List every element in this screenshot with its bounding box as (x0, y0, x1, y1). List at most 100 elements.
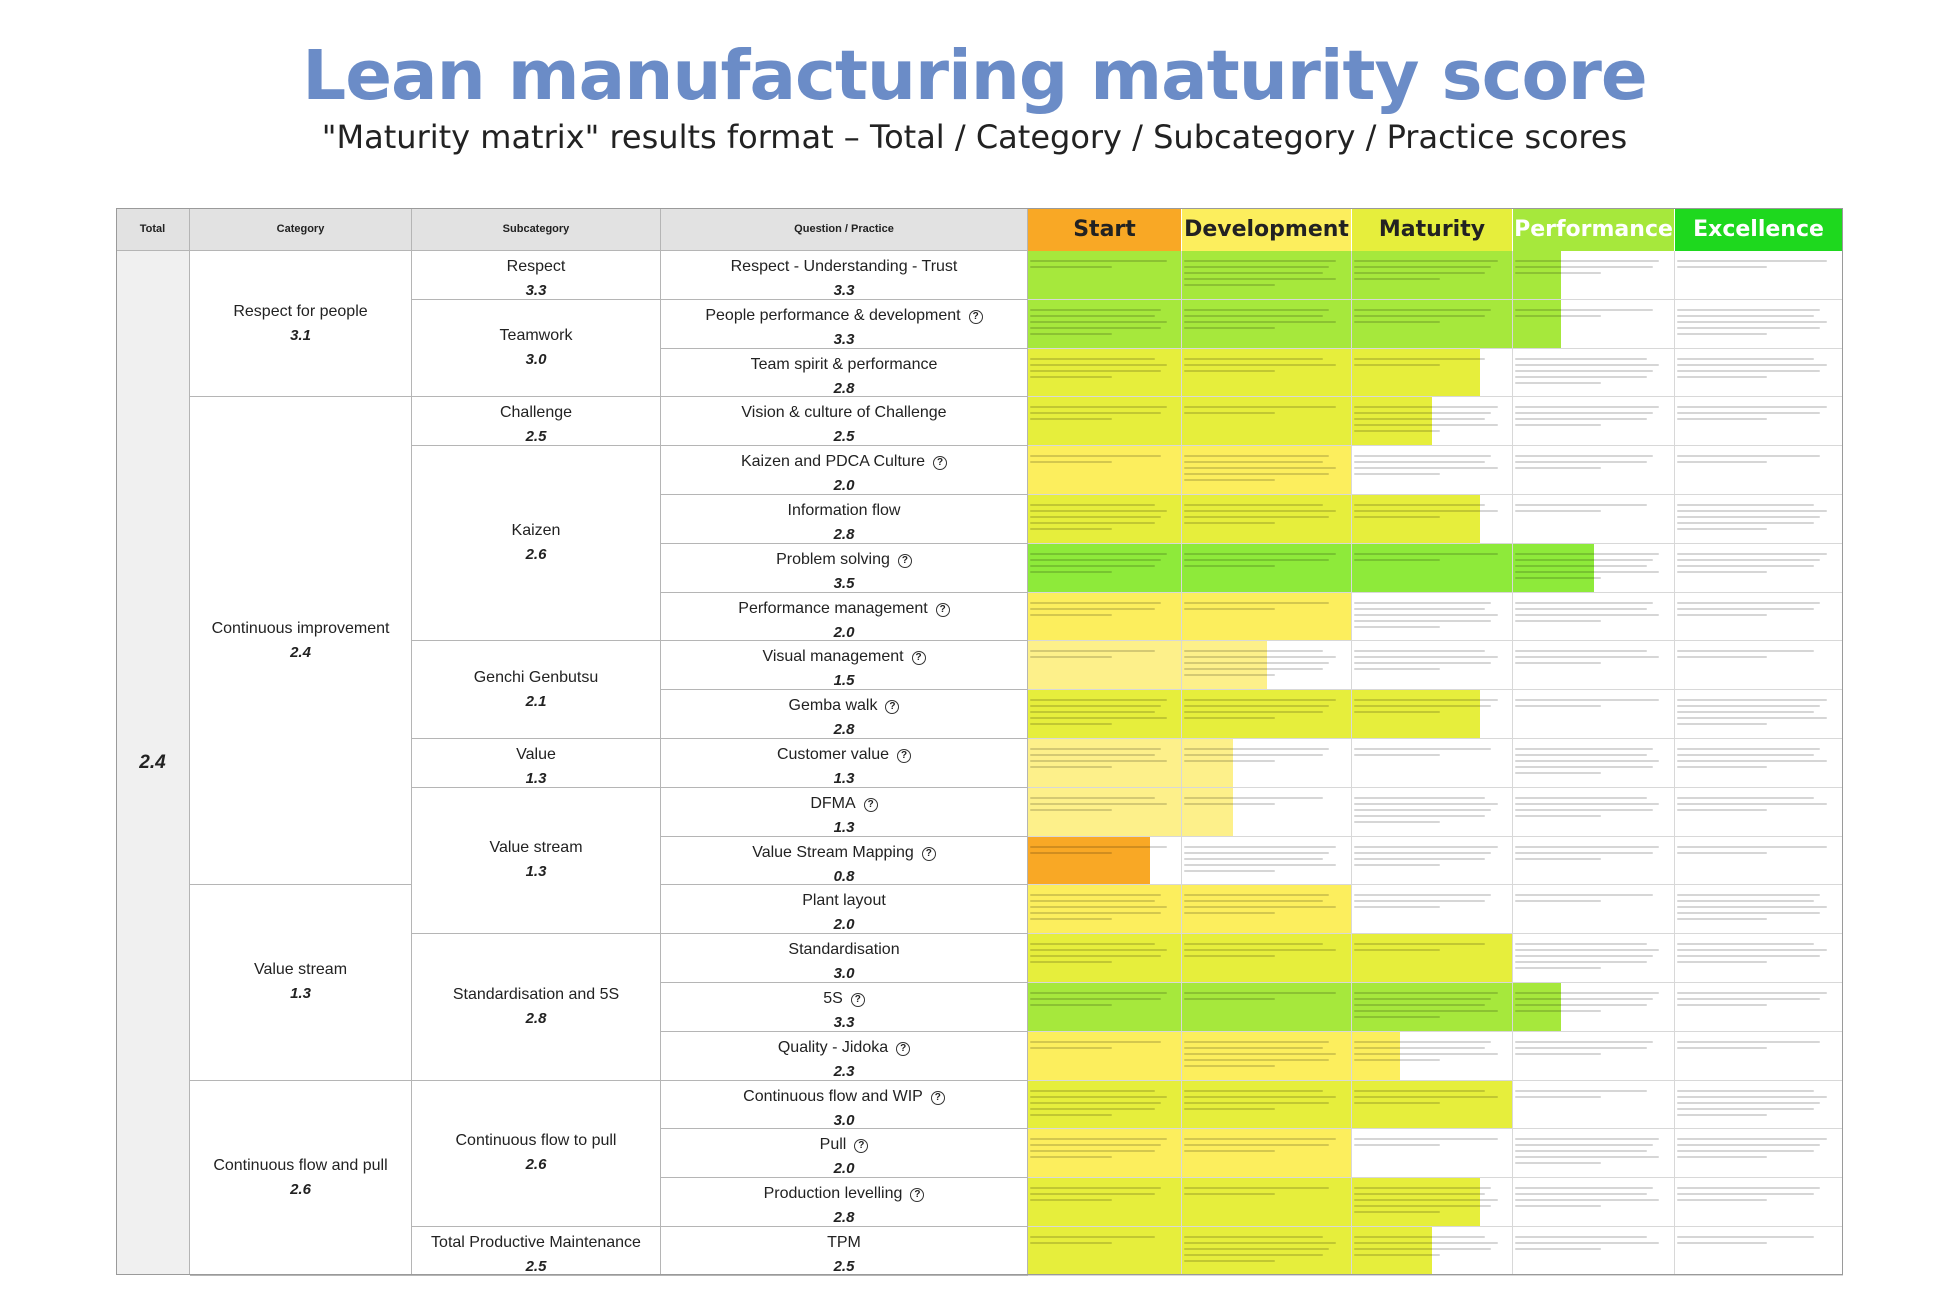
blurred-descriptor-text (1184, 349, 1349, 397)
blurred-descriptor-text (1515, 641, 1672, 689)
level-descriptor-cell (1675, 934, 1843, 983)
score-fill (1352, 1227, 1432, 1275)
help-icon[interactable]: ? (968, 309, 983, 324)
score-fill (1182, 397, 1351, 446)
blurred-descriptor-text (1030, 349, 1179, 397)
practice-cell: People performance & development? 3.3 (661, 299, 1028, 349)
subcategory-cell: Total Productive Maintenance 2.5 (412, 1227, 661, 1276)
practice-score: 2.3 (833, 1062, 855, 1080)
level-descriptor-cell (1182, 1031, 1352, 1081)
help-icon[interactable]: ? (933, 456, 948, 471)
level-descriptor-cell (1352, 1031, 1513, 1081)
score-fill (1028, 836, 1151, 885)
blurred-descriptor-text (1184, 1227, 1349, 1275)
score-fill (1182, 446, 1351, 494)
blurred-descriptor-text (1677, 251, 1840, 299)
category-name: Continuous improvement (211, 619, 390, 637)
blurred-descriptor-text (1030, 544, 1179, 592)
level-descriptor-cell (1513, 934, 1675, 983)
category-cell: Respect for people 3.1 (190, 251, 412, 398)
practice-score: 0.8 (833, 867, 855, 885)
level-descriptor-cell (1513, 348, 1675, 398)
blurred-descriptor-text (1030, 1129, 1179, 1177)
header-practice: Question / Practice (661, 208, 1028, 251)
help-icon[interactable]: ? (896, 1041, 911, 1056)
practice-score: 3.0 (833, 965, 855, 983)
score-fill (1028, 934, 1181, 982)
help-icon[interactable]: ? (854, 1139, 869, 1154)
blurred-descriptor-text (1184, 788, 1349, 836)
help-icon[interactable]: ? (850, 993, 865, 1007)
score-fill (1182, 690, 1351, 738)
help-icon[interactable]: ? (935, 602, 950, 617)
help-icon[interactable]: ? (921, 846, 936, 861)
score-fill (1028, 348, 1181, 397)
practice-name: Plant layout (802, 892, 886, 910)
level-descriptor-cell (1028, 543, 1182, 593)
score-fill (1028, 885, 1181, 934)
blurred-descriptor-text (1354, 690, 1510, 738)
blurred-descriptor-text (1184, 837, 1349, 885)
blurred-descriptor-text (1677, 690, 1840, 738)
page-subtitle: "Maturity matrix" results format – Total… (321, 118, 1628, 156)
level-header-excellence: Excellence (1675, 208, 1843, 251)
level-descriptor-cell (1513, 787, 1675, 837)
blurred-descriptor-text (1677, 1178, 1840, 1226)
level-descriptor-cell (1182, 397, 1352, 447)
level-descriptor-cell (1513, 1129, 1675, 1179)
practice-name: Standardisation (788, 941, 900, 959)
level-descriptor-cell (1028, 885, 1182, 935)
help-icon[interactable]: ? (897, 749, 912, 763)
practice-score: 2.0 (833, 1160, 855, 1178)
subcategory-name: Value stream (489, 839, 583, 857)
blurred-descriptor-text (1354, 1227, 1510, 1275)
blurred-descriptor-text (1677, 837, 1840, 885)
blurred-descriptor-text (1184, 641, 1349, 689)
practice-cell: Respect - Understanding - Trust 3.3 (661, 251, 1028, 300)
category-cell: Continuous flow and pull 2.6 (190, 1080, 412, 1276)
score-fill (1028, 251, 1181, 299)
score-fill (1182, 1031, 1351, 1080)
help-icon[interactable]: ? (911, 651, 926, 666)
help-icon[interactable]: ? (885, 700, 900, 715)
header-category: Category (190, 208, 412, 251)
blurred-descriptor-text (1184, 593, 1349, 641)
help-icon[interactable]: ? (863, 797, 878, 812)
score-fill (1028, 495, 1181, 543)
level-descriptor-cell (1182, 983, 1352, 1032)
score-fill (1352, 934, 1512, 982)
score-fill (1028, 397, 1181, 446)
blurred-descriptor-text (1354, 1178, 1510, 1226)
score-fill (1352, 348, 1480, 397)
blurred-descriptor-text (1677, 641, 1840, 689)
blurred-descriptor-text (1677, 593, 1840, 641)
level-descriptor-cell (1182, 1227, 1352, 1276)
help-icon[interactable]: ? (897, 553, 912, 568)
score-fill (1182, 495, 1351, 543)
score-fill (1028, 446, 1181, 494)
page-title: Lean manufacturing maturity score (302, 36, 1647, 116)
blurred-descriptor-text (1354, 544, 1510, 592)
blurred-descriptor-text (1184, 690, 1349, 738)
blurred-descriptor-text (1030, 690, 1179, 738)
blurred-descriptor-text (1515, 446, 1672, 494)
practice-name-row: Team spirit & performance (751, 355, 938, 375)
level-descriptor-cell (1352, 495, 1513, 544)
subcategory-cell: Teamwork 3.0 (412, 299, 661, 398)
score-fill (1028, 1031, 1181, 1080)
help-icon[interactable]: ? (930, 1090, 945, 1105)
level-descriptor-cell (1028, 983, 1182, 1032)
help-icon[interactable]: ? (910, 1188, 925, 1203)
subcategory-score: 2.6 (525, 1156, 547, 1174)
level-descriptor-cell (1028, 251, 1182, 300)
blurred-descriptor-text (1184, 300, 1349, 348)
level-descriptor-cell (1182, 299, 1352, 349)
blurred-descriptor-text (1677, 934, 1840, 982)
practice-name-row: 5S? (823, 989, 865, 1009)
level-descriptor-cell (1352, 934, 1513, 983)
practice-cell: Kaizen and PDCA Culture? 2.0 (661, 446, 1028, 495)
practice-score: 2.5 (833, 428, 855, 446)
blurred-descriptor-text (1515, 1227, 1672, 1275)
practice-name: Team spirit & performance (750, 355, 938, 373)
level-descriptor-cell (1028, 690, 1182, 739)
